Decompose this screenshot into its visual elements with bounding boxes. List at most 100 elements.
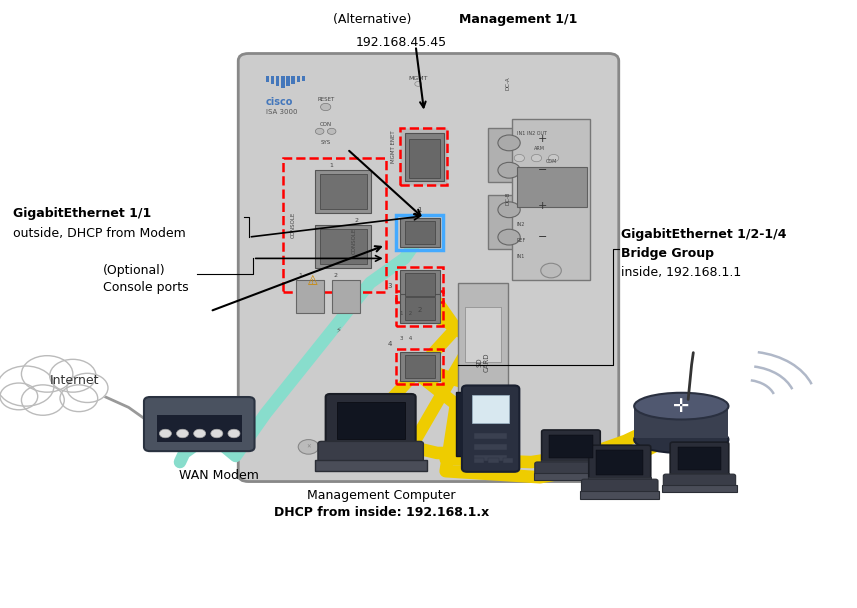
Bar <box>320 229 367 264</box>
Bar <box>276 76 279 86</box>
Bar <box>474 444 507 450</box>
Text: +: + <box>538 201 548 210</box>
Text: MGMT ENET: MGMT ENET <box>391 131 396 164</box>
Bar <box>400 294 440 323</box>
Bar <box>271 76 274 84</box>
FancyBboxPatch shape <box>589 445 650 481</box>
Bar <box>488 128 530 182</box>
Circle shape <box>194 429 206 438</box>
Bar <box>337 402 405 439</box>
Circle shape <box>0 383 38 410</box>
Text: 2: 2 <box>334 273 338 278</box>
Text: Management 1/1: Management 1/1 <box>459 13 578 26</box>
Circle shape <box>315 128 324 134</box>
FancyBboxPatch shape <box>535 462 607 476</box>
Bar <box>503 458 513 463</box>
Bar <box>472 395 509 423</box>
Bar <box>400 128 447 185</box>
FancyBboxPatch shape <box>670 442 728 476</box>
Text: MGMT: MGMT <box>409 76 428 81</box>
FancyBboxPatch shape <box>326 394 416 447</box>
Text: DHCP from inside: 192.168.1.x: DHCP from inside: 192.168.1.x <box>273 506 489 519</box>
Circle shape <box>211 429 223 438</box>
Text: IN2: IN2 <box>517 222 525 227</box>
Bar <box>589 477 651 482</box>
Bar <box>396 291 443 326</box>
Bar <box>405 133 444 181</box>
Bar <box>405 297 435 320</box>
Circle shape <box>21 356 73 392</box>
Bar <box>678 447 722 470</box>
Text: WAN Modem: WAN Modem <box>178 469 259 482</box>
Circle shape <box>177 429 189 438</box>
Text: 1: 1 <box>417 207 423 213</box>
Text: 2: 2 <box>417 307 423 313</box>
Text: 1: 1 <box>298 273 302 278</box>
Bar <box>320 174 367 209</box>
Text: GigabitEthernet 1/2-1/4: GigabitEthernet 1/2-1/4 <box>621 228 787 241</box>
Bar <box>327 441 414 447</box>
Bar <box>302 76 305 81</box>
FancyBboxPatch shape <box>581 479 658 494</box>
Text: IN1: IN1 <box>517 254 525 259</box>
FancyBboxPatch shape <box>542 430 600 464</box>
Bar <box>405 355 435 378</box>
Bar <box>332 280 360 313</box>
Circle shape <box>159 429 171 438</box>
Text: −: − <box>538 165 548 175</box>
Bar <box>286 76 290 86</box>
Circle shape <box>0 366 54 406</box>
Text: CON: CON <box>320 122 332 126</box>
Bar <box>517 167 587 207</box>
Circle shape <box>327 128 336 134</box>
FancyBboxPatch shape <box>144 397 255 451</box>
Text: DC-B: DC-B <box>506 192 511 205</box>
Text: Internet: Internet <box>50 373 99 387</box>
Circle shape <box>498 202 520 218</box>
Bar <box>315 460 427 471</box>
Text: ARM: ARM <box>534 146 545 151</box>
Bar <box>488 458 499 463</box>
Bar <box>405 221 435 244</box>
Text: CONSOLE: CONSOLE <box>291 212 296 238</box>
Circle shape <box>548 154 559 162</box>
Bar <box>474 455 507 461</box>
Bar <box>456 392 466 456</box>
Bar <box>405 273 435 296</box>
Text: CONSOLE: CONSOLE <box>351 228 357 254</box>
Text: GigabitEthernet 1/1: GigabitEthernet 1/1 <box>13 207 151 219</box>
Ellipse shape <box>634 393 728 420</box>
Text: outside, DHCP from Modem: outside, DHCP from Modem <box>13 227 186 240</box>
FancyBboxPatch shape <box>238 54 619 482</box>
Circle shape <box>321 103 331 111</box>
Text: SYS: SYS <box>321 140 331 145</box>
Bar <box>634 406 728 440</box>
Bar <box>488 195 530 249</box>
Text: △: △ <box>308 273 318 286</box>
Bar <box>465 307 501 362</box>
Circle shape <box>498 162 520 178</box>
Text: 4: 4 <box>387 340 393 347</box>
Bar <box>534 473 608 480</box>
Text: cisco: cisco <box>266 97 293 107</box>
Text: Bridge Group: Bridge Group <box>621 247 715 260</box>
Circle shape <box>60 385 98 412</box>
Text: ⚡: ⚡ <box>336 325 341 334</box>
Circle shape <box>21 385 64 415</box>
Bar <box>670 472 729 477</box>
Text: SD
CARD: SD CARD <box>476 352 490 371</box>
Circle shape <box>514 154 524 162</box>
Bar <box>474 458 484 463</box>
Bar <box>396 215 443 250</box>
Bar <box>474 433 507 439</box>
Ellipse shape <box>9 370 108 406</box>
Bar <box>596 450 643 475</box>
Bar <box>580 491 659 499</box>
Bar <box>512 119 590 280</box>
Text: !: ! <box>311 278 315 285</box>
Circle shape <box>298 440 319 454</box>
Text: 1: 1 <box>329 163 333 168</box>
Circle shape <box>415 81 422 86</box>
Text: IN1 IN2 OUT: IN1 IN2 OUT <box>517 131 547 136</box>
Text: 2: 2 <box>355 218 358 223</box>
